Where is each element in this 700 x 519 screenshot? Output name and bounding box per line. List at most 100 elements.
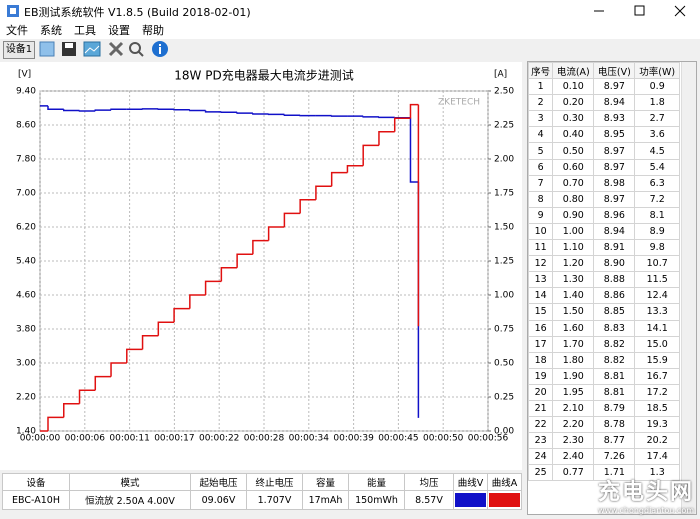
series-step bbox=[409, 103, 419, 119]
series-step bbox=[173, 307, 190, 323]
watermark-url: www.chongdiantou.com bbox=[598, 506, 694, 515]
window-controls[interactable] bbox=[580, 0, 700, 22]
menu-item[interactable]: 工具 bbox=[74, 24, 96, 37]
series-step bbox=[362, 144, 379, 166]
y-tick-label: 9.40 bbox=[16, 87, 36, 97]
table-cell: 9.8 bbox=[634, 239, 680, 257]
y-tick-label: 2.20 bbox=[16, 393, 36, 403]
table-cell: 15.0 bbox=[634, 335, 680, 353]
table-cell: 7 bbox=[527, 174, 554, 192]
table-row: 5 0.50 8.97 4.5 bbox=[527, 142, 680, 160]
table-cell: 8 bbox=[527, 190, 554, 208]
x-tick-label: 00:00:06 bbox=[65, 434, 106, 444]
table-cell: 4.5 bbox=[634, 142, 680, 160]
menu-item[interactable]: 系统 bbox=[40, 24, 62, 37]
table-header: 电流(A) bbox=[552, 61, 595, 80]
table-cell: 8.82 bbox=[593, 351, 636, 369]
table-cell: 13.3 bbox=[634, 303, 680, 321]
table-cell: 15.9 bbox=[634, 351, 680, 369]
legend-label: 曲线V bbox=[453, 473, 488, 491]
y-tick-label: 3.80 bbox=[16, 325, 36, 335]
info-header: 设备 bbox=[2, 473, 70, 491]
series-step bbox=[315, 185, 332, 200]
y2-tick-label: 0.50 bbox=[494, 359, 514, 369]
table-cell: 6 bbox=[527, 158, 554, 176]
info-header: 起始电压 bbox=[190, 473, 247, 491]
table-cell: 19 bbox=[527, 367, 554, 385]
x-tick-label: 00:00:00 bbox=[20, 434, 61, 444]
table-row: 14 1.40 8.86 12.4 bbox=[527, 287, 680, 305]
table-row: 23 2.30 8.77 20.2 bbox=[527, 432, 680, 450]
table-row: 25 0.77 1.71 1.3 bbox=[527, 464, 680, 482]
table-cell: 0.20 bbox=[552, 94, 595, 112]
toolbar: 设备1 bbox=[0, 39, 700, 60]
y-tick-label: 7.80 bbox=[16, 155, 36, 165]
table-cell: 16 bbox=[527, 319, 554, 337]
info-cell: 150mWh bbox=[348, 490, 405, 510]
table-cell: 8.97 bbox=[593, 190, 636, 208]
series-step bbox=[94, 109, 112, 111]
table-cell: 18 bbox=[527, 351, 554, 369]
table-cell: 18.5 bbox=[634, 399, 680, 418]
table-cell: 10.7 bbox=[634, 255, 680, 273]
table-cell: 0.60 bbox=[552, 158, 595, 176]
series-step bbox=[220, 267, 238, 282]
table-cell: 7.2 bbox=[634, 190, 680, 208]
table-cell: 13 bbox=[527, 271, 554, 289]
table-cell: 1.50 bbox=[552, 303, 595, 321]
x-tick-label: 00:00:22 bbox=[199, 434, 239, 444]
table-header: 序号 bbox=[527, 61, 554, 80]
scrollbar[interactable] bbox=[681, 62, 696, 514]
table-row: 17 1.70 8.82 15.0 bbox=[527, 335, 680, 353]
table-cell: 1.30 bbox=[552, 271, 595, 289]
table-row: 15 1.50 8.85 13.3 bbox=[527, 303, 680, 321]
table-header: 电压(V) bbox=[593, 61, 636, 80]
table-cell: 0.40 bbox=[552, 126, 595, 144]
series-step bbox=[267, 226, 285, 241]
menu-item[interactable]: 设置 bbox=[108, 24, 130, 37]
table-cell: 2 bbox=[527, 94, 554, 112]
table-cell: 16.7 bbox=[634, 367, 680, 385]
x-tick-label: 00:00:17 bbox=[154, 434, 194, 444]
table-cell: 8.77 bbox=[593, 432, 636, 450]
table-row: 18 1.80 8.82 15.9 bbox=[527, 351, 680, 369]
table-cell: 8.93 bbox=[593, 110, 636, 128]
series-step bbox=[283, 114, 301, 116]
series-step bbox=[63, 109, 80, 112]
series-step bbox=[204, 110, 222, 113]
device-button[interactable]: 设备1 bbox=[3, 41, 35, 59]
table-row: 22 2.20 8.78 19.3 bbox=[527, 416, 680, 434]
table-cell: 1.80 bbox=[552, 351, 595, 369]
watermark-brand: 充电头网 bbox=[597, 480, 694, 505]
table-row: 3 0.30 8.93 2.7 bbox=[527, 110, 680, 128]
series-step bbox=[252, 113, 269, 115]
series-step bbox=[110, 108, 127, 111]
x-tick-label: 00:00:34 bbox=[289, 434, 330, 444]
chart-watermark: ZKETECH bbox=[438, 98, 480, 108]
y-tick-label: 6.20 bbox=[16, 223, 36, 233]
series-step bbox=[362, 116, 379, 118]
table-cell: 5 bbox=[527, 142, 554, 160]
info-header: 模式 bbox=[69, 473, 191, 491]
series-step bbox=[141, 335, 159, 350]
table-cell: 8.79 bbox=[593, 399, 636, 418]
table-cell: 12 bbox=[527, 255, 554, 273]
table-cell: 1.95 bbox=[552, 383, 595, 401]
app-icon bbox=[7, 5, 19, 17]
y2-tick-label: 1.00 bbox=[494, 291, 514, 301]
table-row: 19 1.90 8.81 16.7 bbox=[527, 367, 680, 385]
table-cell: 19.3 bbox=[634, 416, 680, 434]
table-cell: 8.94 bbox=[593, 94, 636, 112]
table-row: 7 0.70 8.98 6.3 bbox=[527, 174, 680, 192]
table-cell: 8.97 bbox=[593, 158, 636, 176]
y2-tick-label: 1.75 bbox=[494, 189, 514, 199]
toolbar-icons[interactable] bbox=[36, 39, 186, 60]
table-cell: 14 bbox=[527, 287, 554, 305]
y-tick-label: 1.40 bbox=[16, 427, 36, 437]
table-cell: 1.71 bbox=[593, 464, 636, 482]
menu-item[interactable]: 帮助 bbox=[142, 24, 164, 37]
menu-item[interactable]: 文件 bbox=[6, 24, 28, 37]
info-cell: EBC-A10H bbox=[2, 490, 70, 510]
table-cell: 15 bbox=[527, 303, 554, 321]
